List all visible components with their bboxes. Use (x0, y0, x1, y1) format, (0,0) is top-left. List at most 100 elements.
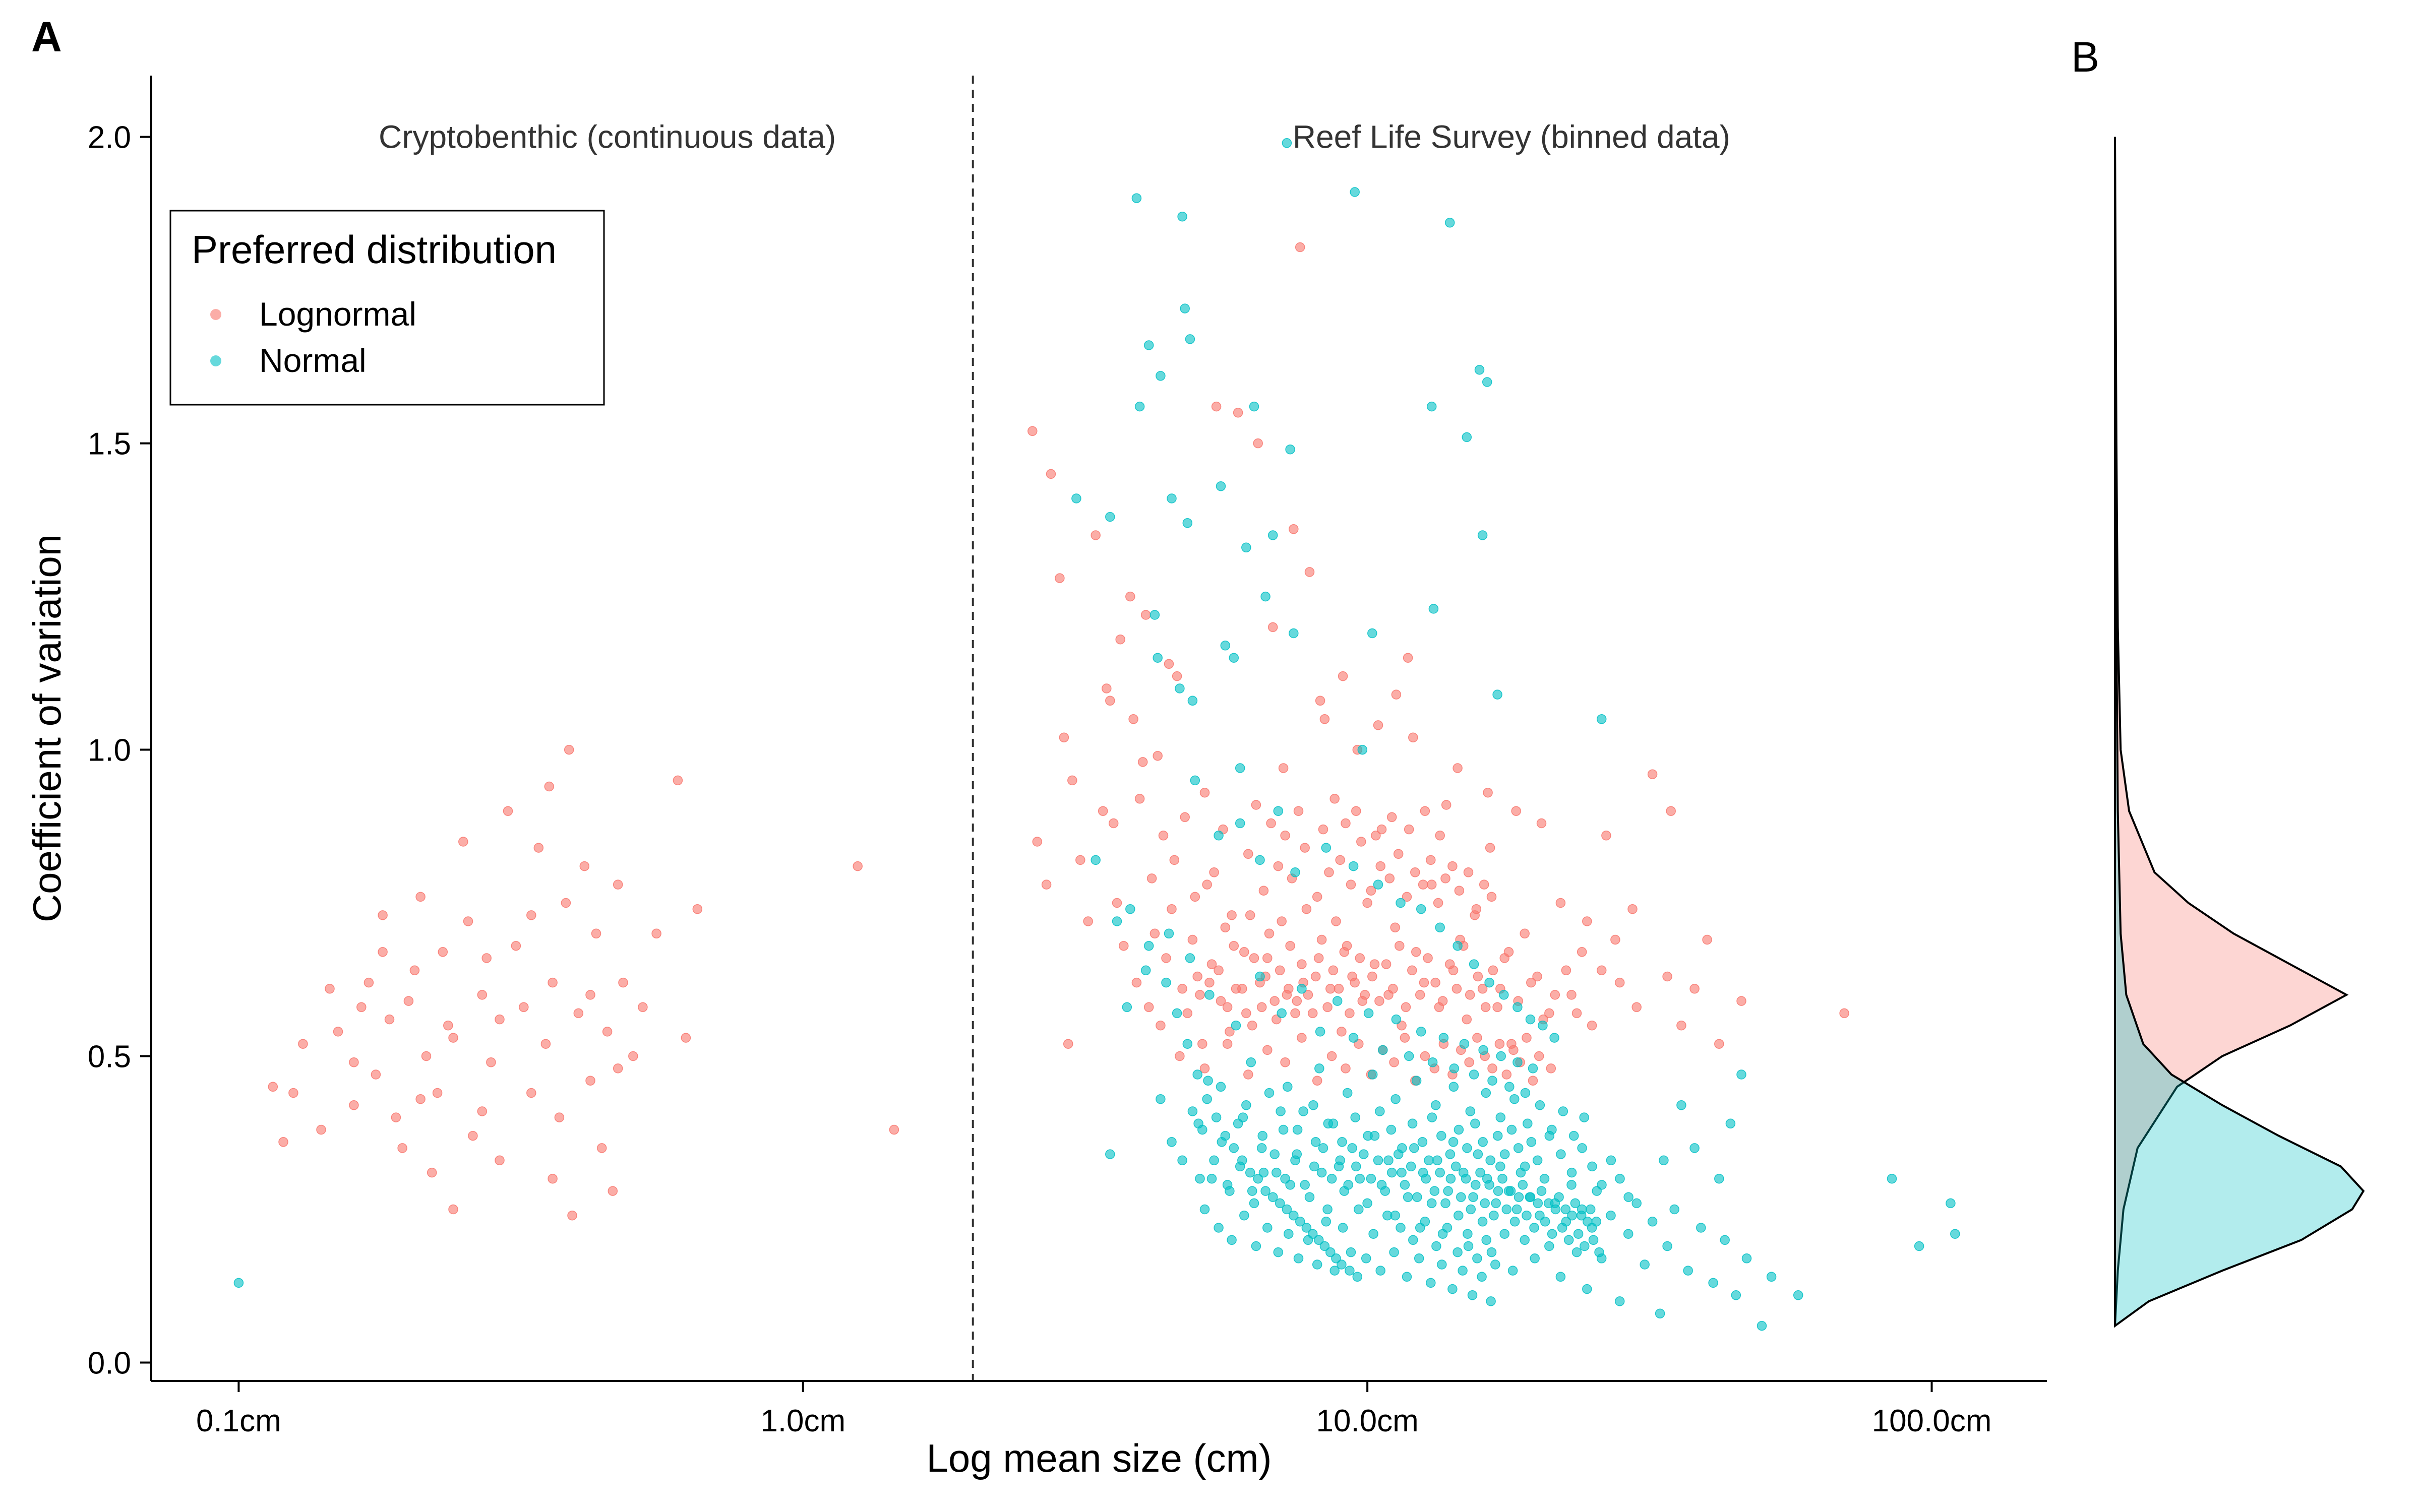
point-normal (1290, 1155, 1300, 1166)
point-lognormal (349, 1057, 359, 1067)
point-normal (1495, 1112, 1506, 1122)
legend-label-normal: Normal (259, 342, 367, 379)
point-normal (1402, 1272, 1412, 1282)
point-normal (1567, 1210, 1577, 1221)
point-normal (1277, 1008, 1287, 1019)
point-normal (1525, 1192, 1536, 1202)
point-lognormal (1407, 965, 1417, 976)
point-normal (1594, 1247, 1604, 1257)
point-normal (1585, 1204, 1596, 1215)
point-lognormal (613, 1063, 623, 1074)
point-normal (1368, 1229, 1378, 1239)
point-lognormal (1453, 763, 1463, 773)
point-lognormal (1419, 977, 1429, 988)
point-normal (1484, 977, 1494, 988)
point-lognormal (585, 990, 595, 1000)
point-normal (1282, 138, 1292, 148)
point-normal (1544, 1241, 1554, 1251)
point-lognormal (1199, 787, 1210, 798)
point-normal (1408, 1235, 1418, 1245)
point-normal (1591, 1217, 1602, 1227)
point-normal (1793, 1290, 1803, 1300)
point-normal (1440, 1198, 1450, 1209)
point-lognormal (511, 940, 521, 951)
point-lognormal (1233, 408, 1243, 418)
point-normal (1204, 990, 1215, 1000)
point-lognormal (1464, 1057, 1474, 1067)
point-normal (1217, 1137, 1227, 1147)
point-normal (1513, 1143, 1524, 1153)
point-normal (1220, 641, 1231, 651)
point-lognormal (448, 1033, 458, 1043)
point-lognormal (1161, 953, 1171, 963)
legend-marker-normal (210, 355, 221, 366)
point-normal (1489, 1210, 1499, 1221)
point-lognormal (477, 1106, 488, 1116)
point-lognormal (1293, 806, 1304, 816)
point-lognormal (1355, 953, 1365, 963)
point-lognormal (1483, 787, 1493, 798)
point-lognormal (443, 1020, 453, 1031)
point-lognormal (1108, 818, 1119, 829)
point-normal (1623, 1192, 1634, 1202)
point-lognormal (1462, 1014, 1472, 1025)
point-lognormal (1369, 959, 1380, 969)
point-lognormal (1437, 996, 1448, 1006)
point-normal (1606, 1210, 1616, 1221)
point-lognormal (1441, 800, 1451, 810)
point-normal (1190, 775, 1200, 786)
point-normal (1566, 1180, 1577, 1190)
point-normal (1504, 1082, 1515, 1092)
point-normal (1253, 1173, 1263, 1184)
point-normal (1520, 1235, 1530, 1245)
point-lognormal (602, 1027, 613, 1037)
point-normal (1326, 1173, 1337, 1184)
point-normal (1185, 334, 1195, 344)
point-lognormal (567, 1210, 577, 1221)
point-normal (1400, 1180, 1410, 1190)
point-lognormal (278, 1137, 288, 1147)
point-lognormal (1480, 1002, 1491, 1013)
point-lognormal (1313, 953, 1324, 963)
point-lognormal (1075, 855, 1085, 865)
point-lognormal (1253, 438, 1263, 449)
point-lognormal (1119, 940, 1129, 951)
point-normal (1407, 1118, 1418, 1129)
point-normal (233, 1278, 244, 1288)
point-normal (1338, 1223, 1348, 1233)
point-lognormal (1486, 892, 1497, 902)
point-lognormal (1410, 867, 1420, 877)
point-normal (1445, 1173, 1456, 1184)
point-normal (1366, 1173, 1376, 1184)
point-normal (1461, 1173, 1471, 1184)
point-lognormal (1131, 977, 1142, 988)
point-normal (1640, 1259, 1650, 1270)
point-normal (1444, 218, 1455, 228)
point-normal (1071, 493, 1081, 503)
point-normal (1946, 1198, 1956, 1209)
point-normal (1273, 1247, 1284, 1257)
point-normal (1134, 401, 1145, 412)
density-panel (2114, 137, 2365, 1328)
point-normal (1741, 1253, 1752, 1264)
point-normal (1278, 1124, 1289, 1135)
point-normal (1229, 1143, 1239, 1153)
point-normal (1647, 1217, 1658, 1227)
point-normal (1505, 1186, 1516, 1196)
point-lognormal (1403, 653, 1413, 663)
point-lognormal (1571, 1008, 1582, 1019)
point-lognormal (1055, 573, 1065, 583)
point-normal (1289, 1210, 1299, 1221)
point-normal (1352, 1272, 1363, 1282)
x-tick-label: 10.0cm (1316, 1404, 1418, 1438)
point-normal (1512, 1057, 1523, 1067)
point-lognormal (1206, 959, 1217, 969)
point-lognormal (458, 837, 468, 847)
point-normal (1484, 1180, 1494, 1190)
point-lognormal (1267, 622, 1278, 633)
point-lognormal (288, 1088, 298, 1098)
point-normal (1536, 1186, 1547, 1196)
point-lognormal (1390, 922, 1400, 932)
point-normal (1468, 1192, 1478, 1202)
point-normal (1363, 1008, 1374, 1019)
